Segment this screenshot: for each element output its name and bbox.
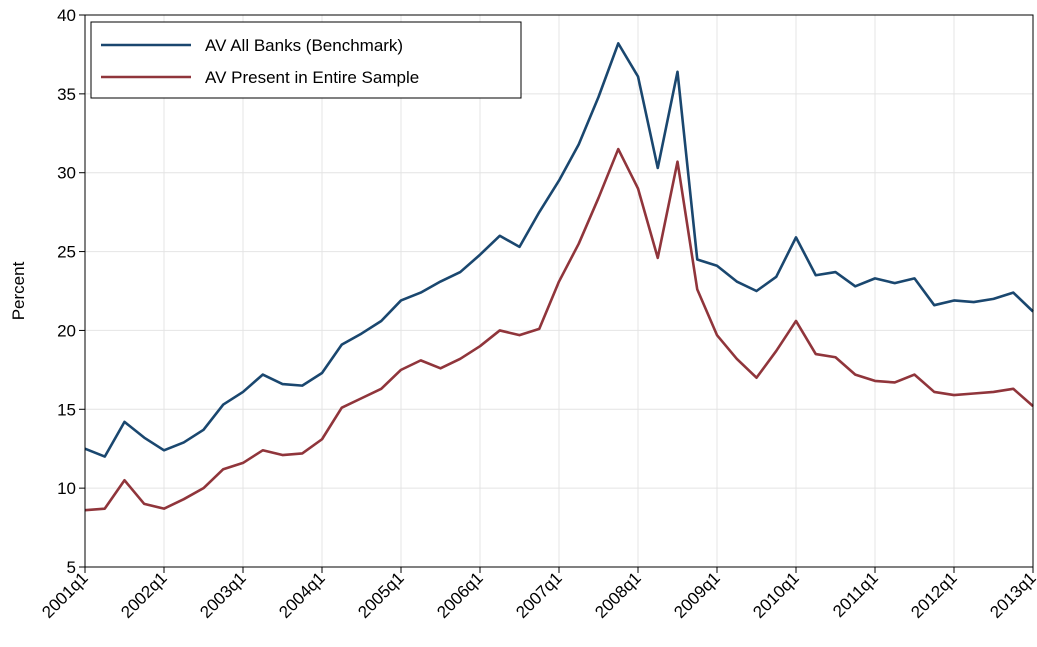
x-tick-label: 2013q1 — [986, 568, 1037, 622]
x-tick-label: 2012q1 — [907, 568, 961, 622]
y-tick-label: 20 — [57, 321, 76, 340]
y-tick-label: 30 — [57, 164, 76, 183]
legend-label: AV Present in Entire Sample — [205, 68, 419, 87]
y-tick-label: 10 — [57, 479, 76, 498]
plot-frame — [84, 14, 1034, 568]
x-tick-label: 2003q1 — [196, 568, 250, 622]
x-tick-label: 2009q1 — [670, 568, 724, 622]
x-tick-label: 2006q1 — [433, 568, 487, 622]
x-tick-label: 2004q1 — [275, 568, 329, 622]
y-tick-label: 15 — [57, 400, 76, 419]
x-tick-label: 2008q1 — [591, 568, 645, 622]
y-tick-label: 25 — [57, 243, 76, 262]
data-line — [84, 147, 1034, 512]
x-tick-label: 2001q1 — [38, 568, 92, 622]
x-tick-label: 2007q1 — [512, 568, 566, 622]
x-tick-label: 2002q1 — [117, 568, 171, 622]
y-tick-label: 35 — [57, 85, 76, 104]
legend-box — [90, 21, 522, 99]
x-tick-label: 2011q1 — [829, 568, 882, 621]
y-tick-label: 40 — [57, 6, 76, 25]
x-tick-label: 2010q1 — [749, 568, 803, 622]
y-axis-label: Percent — [9, 261, 28, 320]
x-tick-label: 2005q1 — [354, 568, 408, 622]
legend-label: AV All Banks (Benchmark) — [205, 36, 403, 55]
data-line — [84, 42, 1034, 458]
y-tick-label: 5 — [67, 558, 76, 577]
